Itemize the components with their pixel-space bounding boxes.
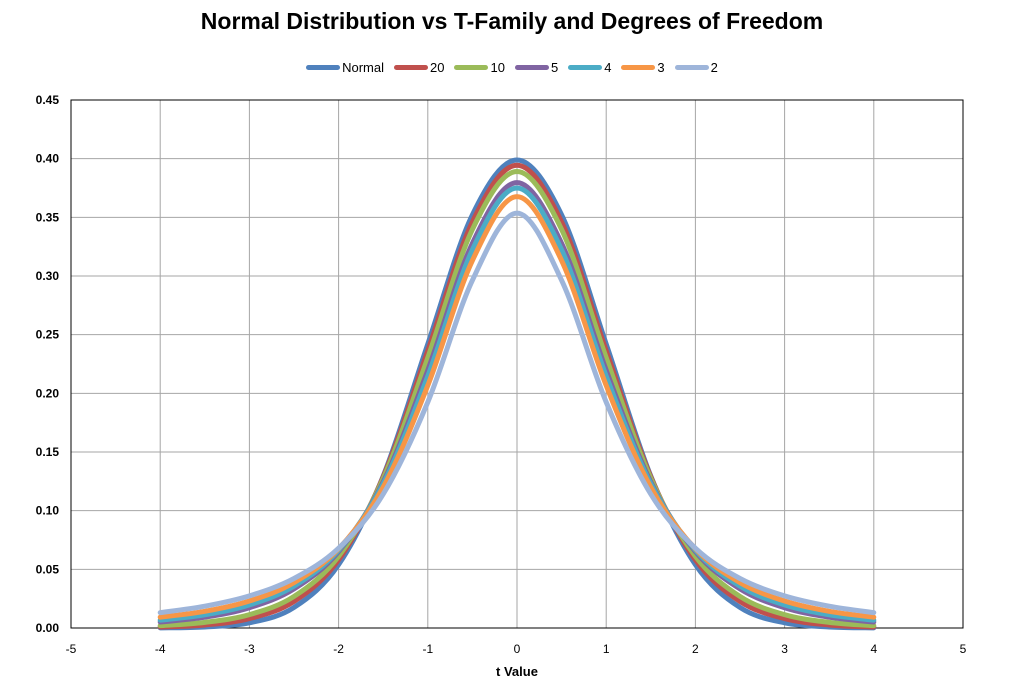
y-tick-label: 0.40 — [36, 152, 60, 166]
y-tick-label: 0.45 — [36, 93, 60, 107]
legend-swatch — [394, 65, 429, 70]
y-tick-label: 0.30 — [36, 269, 60, 283]
chart-title: Normal Distribution vs T-Family and Degr… — [200, 8, 824, 34]
y-tick-label: 0.25 — [36, 328, 60, 342]
x-tick-label: -4 — [155, 642, 166, 656]
legend-label: 10 — [490, 60, 505, 75]
y-tick-label: 0.05 — [36, 562, 60, 576]
plot-area-border — [70, 99, 964, 629]
legend-item-10: 10 — [454, 60, 505, 75]
legend-swatch — [514, 65, 549, 70]
legend-item-2: 2 — [674, 60, 718, 75]
legend-swatch — [674, 65, 709, 70]
x-tick-label: 4 — [870, 642, 877, 656]
legend: Normal 20 10 5 4 3 2 — [0, 60, 1024, 75]
legend-label: 2 — [710, 60, 718, 75]
legend-swatch — [621, 65, 656, 70]
y-tick-label: 0.20 — [36, 386, 60, 400]
x-tick-label: -1 — [422, 642, 433, 656]
y-tick-label: 0.15 — [36, 445, 60, 459]
legend-label: 4 — [604, 60, 612, 75]
legend-label: 20 — [430, 60, 445, 75]
legend-label: 5 — [550, 60, 559, 75]
legend-item-4: 4 — [568, 60, 611, 75]
x-tick-label: 3 — [781, 642, 788, 656]
series-line-20 — [157, 162, 877, 630]
legend-label: 3 — [657, 60, 665, 75]
y-tick-label: 0.35 — [36, 210, 60, 224]
x-tick-label: 2 — [692, 642, 699, 656]
x-tick-label: -3 — [244, 642, 255, 656]
legend-swatch — [568, 65, 603, 70]
series-line-4 — [157, 185, 877, 623]
series-line-2 — [157, 210, 877, 616]
x-tick-label: 0 — [514, 642, 521, 656]
x-tick-label: -2 — [333, 642, 344, 656]
legend-item-3: 3 — [621, 60, 665, 75]
series-line-Normal — [157, 157, 877, 631]
x-tick-label: -5 — [66, 642, 77, 656]
series-line-10 — [157, 168, 877, 629]
y-tick-label: 0.00 — [36, 621, 60, 635]
x-axis-label: t Value — [496, 664, 538, 679]
x-tick-label: 5 — [960, 642, 967, 656]
x-tick-label: 1 — [603, 642, 610, 656]
legend-item-Normal: Normal — [306, 60, 384, 75]
legend-label: Normal — [342, 60, 385, 75]
legend-item-5: 5 — [514, 60, 559, 75]
legend-item-20: 20 — [394, 60, 444, 75]
series-line-3 — [157, 194, 877, 620]
y-tick-label: 0.10 — [36, 504, 60, 518]
legend-swatch — [454, 65, 489, 70]
legend-swatch — [306, 65, 341, 70]
